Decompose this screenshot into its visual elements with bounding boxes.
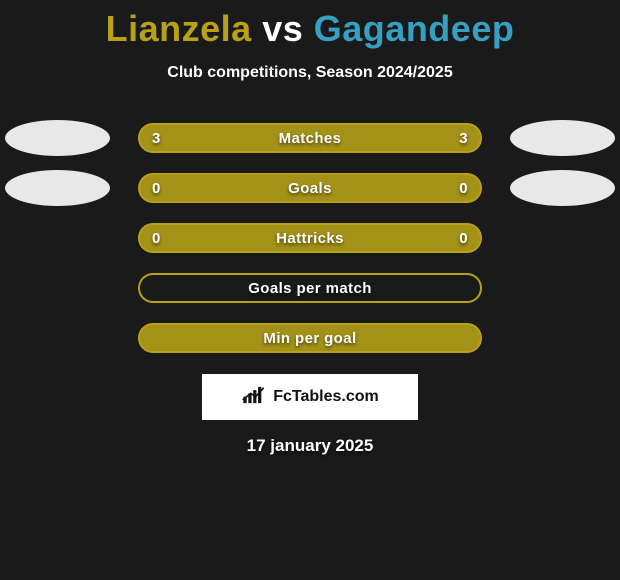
stat-row: 0Hattricks0 [0, 220, 620, 256]
stat-bar: 0Goals0 [138, 173, 482, 203]
stat-bar: Goals per match [138, 273, 482, 303]
stat-bar: Min per goal [138, 323, 482, 353]
date-text: 17 january 2025 [0, 436, 620, 456]
stat-row: Goals per match [0, 270, 620, 306]
team-badge-right [510, 120, 615, 156]
stat-value-right: 3 [459, 130, 468, 147]
stat-row: 0Goals0 [0, 170, 620, 206]
stat-value-right: 0 [459, 230, 468, 247]
stat-label: Goals per match [140, 280, 480, 297]
stat-label: Matches [140, 130, 480, 147]
title-vs: vs [262, 8, 303, 49]
page-title: Lianzela vs Gagandeep [0, 0, 620, 50]
stat-label: Min per goal [140, 330, 480, 347]
stat-label: Hattricks [140, 230, 480, 247]
stats-container: 3Matches30Goals00Hattricks0Goals per mat… [0, 120, 620, 356]
title-left: Lianzela [106, 8, 252, 49]
stat-bar: 0Hattricks0 [138, 223, 482, 253]
stat-row: 3Matches3 [0, 120, 620, 156]
team-badge-right [510, 170, 615, 206]
brand-box[interactable]: FcTables.com [202, 374, 418, 420]
brand-text: FcTables.com [273, 388, 379, 406]
team-badge-left [5, 170, 110, 206]
stat-value-right: 0 [459, 180, 468, 197]
team-badge-left [5, 120, 110, 156]
subtitle: Club competitions, Season 2024/2025 [0, 64, 620, 82]
chart-icon [241, 384, 267, 411]
stat-value-left: 3 [152, 130, 161, 147]
stat-value-left: 0 [152, 180, 161, 197]
stat-label: Goals [140, 180, 480, 197]
title-right: Gagandeep [314, 8, 515, 49]
stat-value-left: 0 [152, 230, 161, 247]
stat-bar: 3Matches3 [138, 123, 482, 153]
stat-row: Min per goal [0, 320, 620, 356]
